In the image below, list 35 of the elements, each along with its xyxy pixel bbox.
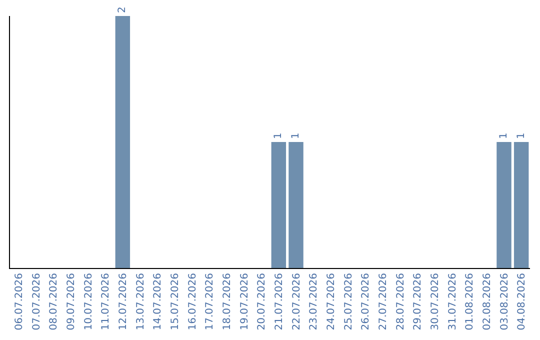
x-tick-label: 08.07.2026	[48, 273, 60, 330]
x-tick-label: 11.07.2026	[100, 273, 112, 330]
x-tick-label: 15.07.2026	[170, 273, 181, 330]
data-label: 2	[117, 6, 128, 13]
x-tick-label: 16.07.2026	[187, 273, 198, 330]
x-tick-label: 10.07.2026	[83, 273, 94, 330]
data-label: 1	[290, 132, 302, 139]
x-tick-label: 22.07.2026	[291, 273, 302, 330]
x-tick-label: 09.07.2026	[66, 273, 77, 330]
x-tick-label: 26.07.2026	[360, 273, 372, 330]
x-tick-label: 17.07.2026	[204, 273, 216, 330]
x-tick-label: 07.07.2026	[31, 273, 42, 330]
x-tick-label: 14.07.2026	[152, 273, 164, 330]
x-tick-label: 01.08.2026	[464, 273, 476, 330]
x-tick-label: 06.07.2026	[14, 273, 25, 330]
data-label: 1	[516, 132, 527, 139]
x-tick-label: 28.07.2026	[395, 273, 406, 330]
x-tick-label: 12.07.2026	[118, 273, 129, 330]
data-label: 1	[273, 132, 284, 139]
x-tick-label: 30.07.2026	[430, 273, 441, 330]
x-tick-label: 31.07.2026	[447, 273, 458, 330]
x-tick-label: 04.08.2026	[516, 273, 528, 330]
x-tick-label: 23.07.2026	[308, 273, 320, 330]
x-tick-label: 29.07.2026	[412, 273, 424, 330]
x-tick-label: 02.08.2026	[482, 273, 493, 330]
x-tick-label: 20.07.2026	[256, 273, 268, 330]
x-tick-label: 24.07.2026	[326, 273, 337, 330]
x-tick-label: 03.08.2026	[499, 273, 510, 330]
x-tick-label: 25.07.2026	[343, 273, 354, 330]
x-tick-label: 18.07.2026	[222, 273, 233, 330]
data-label: 1	[498, 132, 510, 139]
x-tick-label: 13.07.2026	[135, 273, 146, 330]
x-tick-label: 21.07.2026	[274, 273, 285, 330]
x-tick-label: 27.07.2026	[378, 273, 389, 330]
x-tick-label: 19.07.2026	[239, 273, 250, 330]
